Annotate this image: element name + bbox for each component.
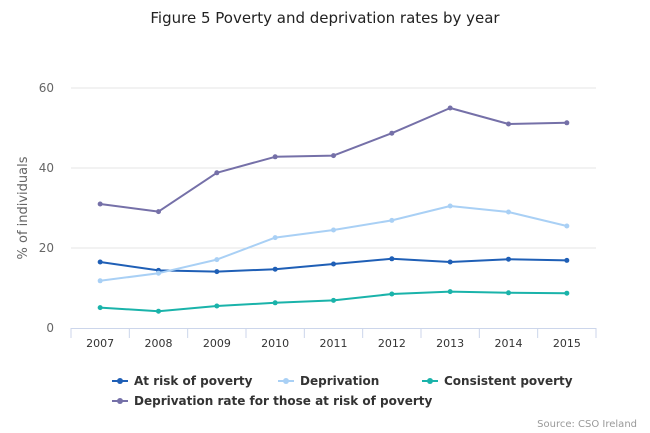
legend-swatch-marker: [117, 378, 123, 384]
data-point[interactable]: [214, 170, 220, 176]
data-point[interactable]: [156, 209, 161, 215]
data-point[interactable]: [564, 120, 570, 126]
x-tick-label: 2015: [553, 337, 581, 350]
legend-item[interactable]: Deprivation rate for those at risk of po…: [112, 394, 433, 408]
series-line[interactable]: [99, 205, 568, 282]
data-point[interactable]: [331, 227, 336, 233]
data-point[interactable]: [331, 297, 336, 303]
series-deprivation: [97, 203, 570, 284]
x-tick-label: 2010: [261, 337, 289, 350]
y-tick-label: 40: [39, 161, 54, 175]
data-point[interactable]: [447, 289, 453, 295]
data-point[interactable]: [447, 105, 453, 111]
x-tick-label: 2008: [145, 337, 173, 350]
y-tick-label: 0: [46, 321, 54, 335]
legend-swatch-marker: [283, 378, 289, 384]
data-point[interactable]: [156, 308, 161, 314]
x-tick-label: 2014: [495, 337, 523, 350]
data-point[interactable]: [272, 266, 278, 272]
y-axis-ticks: 0 20 40 60: [39, 81, 54, 335]
series-at-risk-of-poverty: [97, 256, 570, 275]
data-point[interactable]: [506, 256, 511, 262]
legend-label: Deprivation rate for those at risk of po…: [134, 394, 433, 408]
data-point[interactable]: [156, 270, 161, 276]
x-tick-label: 2013: [436, 337, 464, 350]
data-point[interactable]: [272, 300, 278, 306]
legend-item[interactable]: At risk of poverty: [112, 374, 253, 388]
data-point[interactable]: [447, 259, 453, 265]
x-axis-ticks: 2007 2008 2009 2010 2011 2012 2013 2014 2015: [86, 337, 581, 350]
y-tick-label: 20: [39, 241, 54, 255]
data-point[interactable]: [331, 261, 336, 267]
data-point[interactable]: [389, 291, 395, 297]
x-tick-label: 2007: [86, 337, 114, 350]
series-consistent-poverty: [97, 289, 570, 314]
series-line[interactable]: [99, 107, 568, 213]
x-tick-label: 2012: [378, 337, 406, 350]
legend: At risk of poverty Deprivation Consistent …: [112, 374, 573, 408]
y-axis-label: % of individuals: [16, 156, 31, 259]
data-point[interactable]: [97, 201, 103, 207]
chart-title: Figure 5 Poverty and deprivation rates b…: [150, 9, 500, 27]
data-point[interactable]: [564, 257, 570, 263]
x-axis: [70, 328, 597, 338]
data-point[interactable]: [272, 154, 278, 160]
data-point[interactable]: [506, 121, 511, 127]
legend-item[interactable]: Consistent poverty: [422, 374, 573, 388]
x-tick-label: 2011: [320, 337, 348, 350]
gridlines: [71, 87, 596, 249]
series-deprivation-rate-for-those-at-risk-of-poverty: [97, 105, 570, 215]
data-point[interactable]: [97, 305, 103, 311]
data-point[interactable]: [389, 130, 395, 136]
source-note: Source: CSO Ireland: [537, 419, 637, 430]
legend-swatch-marker: [117, 398, 123, 404]
legend-label: Consistent poverty: [444, 374, 573, 388]
y-tick-label: 60: [39, 81, 54, 95]
data-point[interactable]: [214, 269, 220, 275]
legend-swatch-marker: [427, 378, 433, 384]
data-point[interactable]: [506, 290, 511, 296]
data-point[interactable]: [564, 223, 570, 229]
data-point[interactable]: [447, 203, 453, 209]
data-point[interactable]: [389, 217, 395, 223]
x-tick-label: 2009: [203, 337, 231, 350]
data-point[interactable]: [506, 209, 511, 215]
data-point[interactable]: [389, 256, 395, 262]
data-point[interactable]: [564, 290, 570, 296]
legend-label: At risk of poverty: [134, 374, 253, 388]
data-point[interactable]: [214, 257, 220, 263]
data-point[interactable]: [272, 235, 278, 241]
data-point[interactable]: [331, 153, 336, 159]
plot-area: [97, 105, 570, 314]
legend-item[interactable]: Deprivation: [278, 374, 379, 388]
data-point[interactable]: [214, 303, 220, 309]
data-point[interactable]: [97, 278, 103, 284]
data-point[interactable]: [97, 259, 103, 265]
legend-label: Deprivation: [300, 374, 379, 388]
